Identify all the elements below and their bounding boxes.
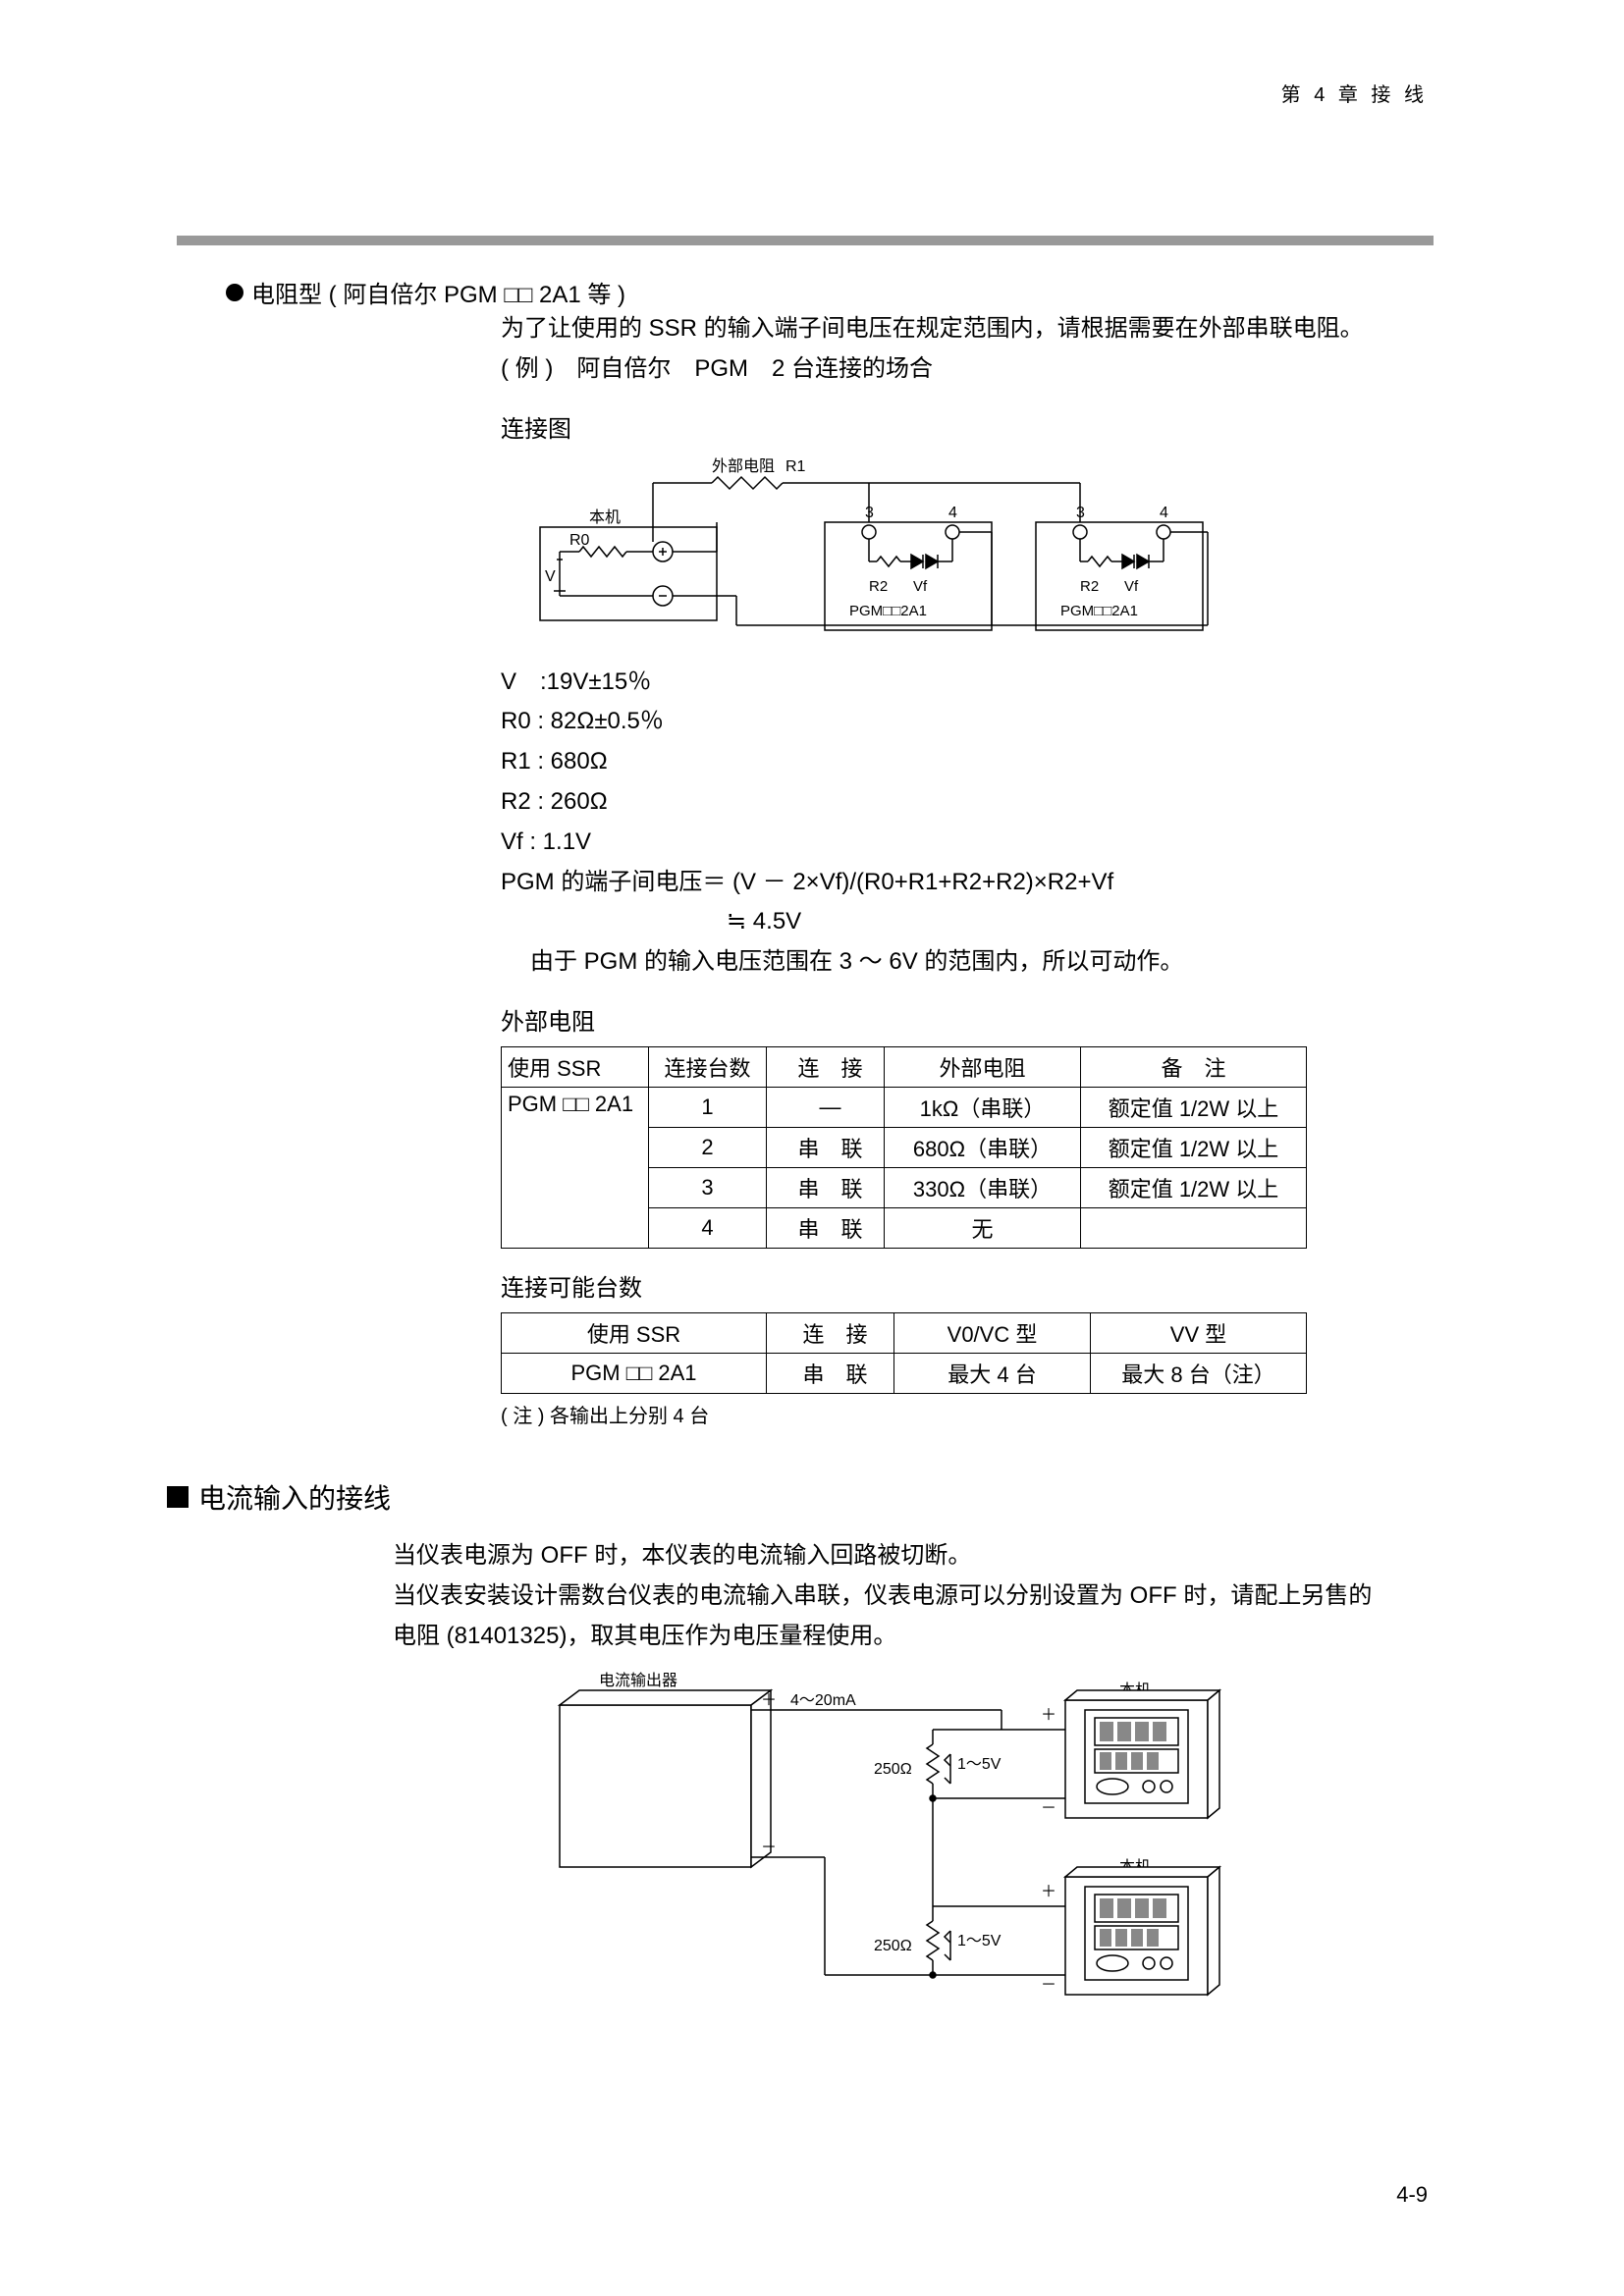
val-eq2: ≒ 4.5V <box>501 902 1434 942</box>
svg-text:250Ω: 250Ω <box>874 1761 912 1778</box>
svg-text:－: － <box>761 1840 777 1856</box>
section2-para: 当仪表电源为 OFF 时，本仪表的电流输入回路被切断。 当仪表安装设计需数台仪表… <box>393 1536 1375 1656</box>
table1-label: 外部电阻 <box>501 1002 1434 1037</box>
th: 使用 SSR <box>502 1312 767 1353</box>
diagram1-label: 连接图 <box>501 409 1434 444</box>
page-number: 4-9 <box>1396 2182 1428 2208</box>
val-v: V :19V±15％ <box>501 663 1434 703</box>
values-block: V :19V±15％ R0 : 82Ω±0.5％ R1 : 680Ω R2 : … <box>501 663 1434 983</box>
td: 4 <box>649 1207 767 1248</box>
th: 连接台数 <box>649 1046 767 1087</box>
td: — <box>767 1087 885 1127</box>
val-r2: R2 : 260Ω <box>501 782 1434 823</box>
table-header-row: 使用 SSR 连 接 V0/VC 型 VV 型 <box>502 1312 1307 1353</box>
svg-text:R1: R1 <box>785 458 806 475</box>
svg-text:4～20mA: 4～20mA <box>790 1692 856 1709</box>
paragraph-intro: 为了让使用的 SSR 的输入端子间电压在规定范围内，请根据需要在外部串联电阻。 <box>501 309 1434 349</box>
val-eq3: 由于 PGM 的输入电压范围在 3 ～ 6V 的范围内，所以可动作。 <box>501 942 1434 983</box>
table2-note: ( 注 ) 各输出上分别 4 台 <box>501 1400 1434 1428</box>
max-units-table: 使用 SSR 连 接 V0/VC 型 VV 型 PGM □□ 2A1 串 联 最… <box>501 1312 1307 1394</box>
th: 外部电阻 <box>885 1046 1081 1087</box>
svg-text:PGM□□2A1: PGM□□2A1 <box>849 603 927 619</box>
svg-text:3: 3 <box>1076 505 1085 521</box>
square-icon <box>167 1486 189 1508</box>
td: 额定值 1/2W 以上 <box>1081 1087 1307 1127</box>
th: VV 型 <box>1091 1312 1307 1353</box>
th: 连 接 <box>767 1046 885 1087</box>
svg-text:250Ω: 250Ω <box>874 1938 912 1954</box>
svg-text:R2: R2 <box>1080 578 1099 595</box>
paragraph-example: ( 例 ) 阿自倍尔 PGM 2 台连接的场合 <box>501 349 1434 390</box>
td: 最大 8 台（注） <box>1091 1353 1307 1393</box>
td: 1kΩ（串联） <box>885 1087 1081 1127</box>
val-r0: R0 : 82Ω±0.5％ <box>501 702 1434 742</box>
td: 无 <box>885 1207 1081 1248</box>
current-input-diagram: 电流输出器 ＋ 4～20mA － ＋ <box>520 1666 1296 2039</box>
section-title: 电流输入的接线 <box>198 1477 391 1517</box>
connection-diagram: 外部电阻 R1 本机 R0 V <box>501 454 1237 645</box>
bullet-icon <box>226 284 244 301</box>
val-r1: R1 : 680Ω <box>501 742 1434 782</box>
td <box>1081 1207 1307 1248</box>
chapter-header: 第 4 章 接 线 <box>1281 79 1428 107</box>
svg-text:电流输出器: 电流输出器 <box>599 1672 677 1689</box>
svg-text:外部电阻: 外部电阻 <box>712 457 775 475</box>
svg-text:＋: ＋ <box>761 1692 777 1709</box>
table-row: PGM □□ 2A1 串 联 最大 4 台 最大 8 台（注） <box>502 1353 1307 1393</box>
bullet-title: 电阻型 ( 阿自倍尔 PGM □□ 2A1 等 ) <box>251 275 625 309</box>
svg-text:R2: R2 <box>869 578 888 595</box>
td: 额定值 1/2W 以上 <box>1081 1127 1307 1167</box>
svg-text:1～5V: 1～5V <box>957 1756 1001 1773</box>
td: 串 联 <box>767 1353 894 1393</box>
td: 串 联 <box>767 1167 885 1207</box>
td: 3 <box>649 1167 767 1207</box>
svg-text:3: 3 <box>865 505 874 521</box>
val-vf: Vf : 1.1V <box>501 823 1434 863</box>
td: 2 <box>649 1127 767 1167</box>
td: 330Ω（串联） <box>885 1167 1081 1207</box>
svg-text:Vf: Vf <box>913 578 928 595</box>
table-header-row: 使用 SSR 连接台数 连 接 外部电阻 备 注 <box>502 1046 1307 1087</box>
table-row: PGM □□ 2A1 1 — 1kΩ（串联） 额定值 1/2W 以上 <box>502 1087 1307 1127</box>
svg-text:V: V <box>545 568 556 585</box>
top-divider <box>177 236 1434 245</box>
svg-text:1～5V: 1～5V <box>957 1933 1001 1949</box>
svg-text:PGM□□2A1: PGM□□2A1 <box>1060 603 1138 619</box>
val-eq1: PGM 的端子间电压＝ (V － 2×Vf)/(R0+R1+R2+R2)×R2+… <box>501 863 1434 903</box>
th: 备 注 <box>1081 1046 1307 1087</box>
svg-text:Vf: Vf <box>1124 578 1139 595</box>
td: 最大 4 台 <box>894 1353 1091 1393</box>
svg-text:＋: ＋ <box>1041 1707 1056 1724</box>
th: V0/VC 型 <box>894 1312 1091 1353</box>
th: 连 接 <box>767 1312 894 1353</box>
external-resistance-table: 使用 SSR 连接台数 连 接 外部电阻 备 注 PGM □□ 2A1 1 — … <box>501 1046 1307 1249</box>
td: 680Ω（串联） <box>885 1127 1081 1167</box>
svg-text:＋: ＋ <box>1041 1884 1056 1900</box>
bullet-resistance-type: 电阻型 ( 阿自倍尔 PGM □□ 2A1 等 ) <box>226 275 1434 309</box>
svg-text:本机: 本机 <box>589 508 621 526</box>
td: PGM □□ 2A1 <box>502 1087 649 1248</box>
td: 串 联 <box>767 1207 885 1248</box>
svg-text:R0: R0 <box>569 532 590 549</box>
svg-text:4: 4 <box>948 505 957 521</box>
td: 串 联 <box>767 1127 885 1167</box>
svg-text:4: 4 <box>1160 505 1168 521</box>
svg-text:－: － <box>1041 1977 1056 1994</box>
td: PGM □□ 2A1 <box>502 1353 767 1393</box>
th: 使用 SSR <box>502 1046 649 1087</box>
td: 额定值 1/2W 以上 <box>1081 1167 1307 1207</box>
table2-label: 连接可能台数 <box>501 1268 1434 1303</box>
svg-text:－: － <box>1041 1800 1056 1817</box>
section-current-input: 电流输入的接线 <box>226 1477 1434 1517</box>
td: 1 <box>649 1087 767 1127</box>
